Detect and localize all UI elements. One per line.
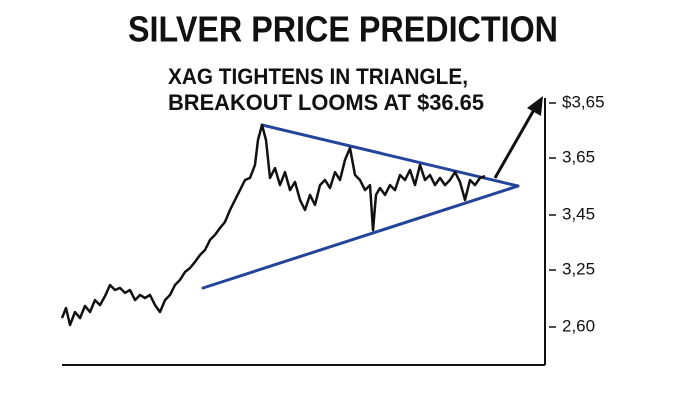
breakout-arrow bbox=[493, 107, 537, 179]
y-axis-label: 3,45 bbox=[562, 204, 595, 223]
y-axis-label: 3,65 bbox=[562, 147, 595, 166]
chart-title: SILVER PRICE PREDICTION bbox=[128, 9, 558, 50]
price-line bbox=[60, 123, 486, 327]
subtitle: XAG TIGHTENS IN TRIANGLE, bbox=[168, 64, 468, 89]
subtitle: BREAKOUT LOOMS AT $36.65 bbox=[168, 90, 484, 115]
trendline-lower bbox=[201, 184, 520, 290]
triangle bbox=[201, 123, 520, 290]
trendline-upper bbox=[260, 123, 520, 188]
y-axis-label: $3,65 bbox=[562, 92, 605, 111]
y-axis-label: 3,25 bbox=[562, 259, 595, 278]
arrow-head bbox=[527, 96, 543, 116]
y-axis-label: 2,60 bbox=[562, 316, 595, 335]
